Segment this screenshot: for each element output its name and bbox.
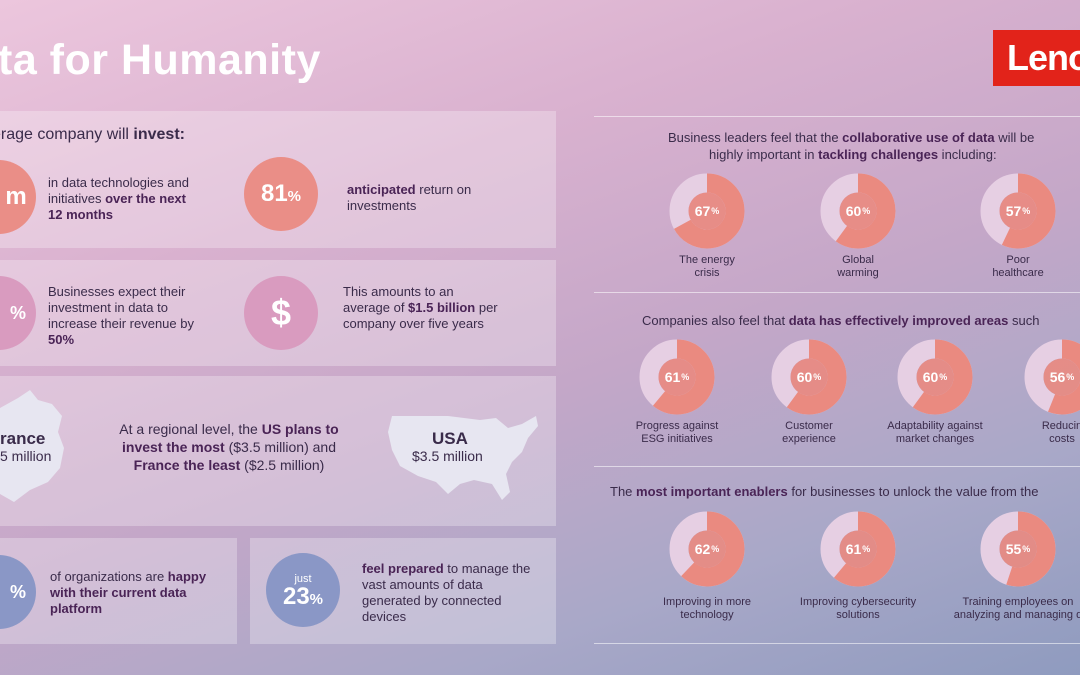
section1-donut-3: 57% xyxy=(980,173,1056,249)
section3-donut-1: 62% xyxy=(669,511,745,587)
donut-value: 60% xyxy=(922,369,948,385)
donut-value: 61% xyxy=(664,369,690,385)
invest-heading: erage company will invest: xyxy=(0,126,185,143)
donut-value: 61% xyxy=(845,541,871,557)
section2-donut-1: 61% xyxy=(639,339,715,415)
section2-label-4: Reducin costs xyxy=(1041,420,1080,445)
donut-fill xyxy=(980,173,1056,249)
donut-center xyxy=(916,358,954,396)
donut-center xyxy=(688,530,726,568)
usa-value: $3.5 million xyxy=(412,448,483,464)
invest-text: in data technologies and initiatives ove… xyxy=(48,175,189,222)
section1-donut-2: 60% xyxy=(820,173,896,249)
donut-value: 55% xyxy=(1005,541,1031,557)
section3-label-1: Improving in more technology xyxy=(662,596,752,621)
section2-donut-2: 60% xyxy=(771,339,847,415)
section1-label-2: Global warming xyxy=(837,254,879,279)
donut-fill xyxy=(820,511,896,587)
section2-label-2: Customer experience xyxy=(782,420,836,445)
divider xyxy=(594,292,1080,293)
lenovo-logo: Leno xyxy=(993,30,1080,86)
platform-panel xyxy=(0,538,237,644)
section2-donut-3: 60% xyxy=(897,339,973,415)
donut-center xyxy=(999,530,1037,568)
donut-center xyxy=(688,192,726,230)
roi-text: anticipated return on investments xyxy=(347,182,472,213)
section3-heading: The most important enablers for business… xyxy=(610,484,1039,499)
donut-value: 60% xyxy=(796,369,822,385)
section1-label-1: The energy crisis xyxy=(679,254,735,279)
page-title: ta for Humanity xyxy=(0,36,321,84)
prepared-text: feel prepared to manage the vast amounts… xyxy=(362,561,531,624)
section3-donut-2: 61% xyxy=(820,511,896,587)
donut-fill xyxy=(669,511,745,587)
divider xyxy=(594,643,1080,644)
donut-center xyxy=(999,192,1037,230)
usa-map-icon xyxy=(388,416,538,500)
donut-fill xyxy=(771,339,847,415)
platform-text: of organizations are happy with their cu… xyxy=(50,569,207,616)
france-title: rance xyxy=(0,429,46,448)
prepared-circle: just 23% xyxy=(266,553,340,627)
section1-donut-1: 67% xyxy=(669,173,745,249)
section1-heading-line1: Business leaders feel that the collabora… xyxy=(668,130,1035,145)
revenue-text: Businesses expect their investment in da… xyxy=(48,284,194,347)
section2-label-3: Adaptability against market changes xyxy=(887,420,983,445)
section2-donut-4: 56% xyxy=(1024,339,1080,415)
section3-label-2: Improving cybersecurity solutions xyxy=(799,596,917,621)
dollar-icon: $ xyxy=(244,276,318,350)
donut-center xyxy=(839,192,877,230)
donut-fill xyxy=(669,173,745,249)
usa-title: USA xyxy=(432,429,468,448)
divider xyxy=(594,466,1080,467)
section1-label-3: Poor healthcare xyxy=(992,254,1044,279)
roi-circle: 81% xyxy=(244,157,318,231)
section2-heading: Companies also feel that data has effect… xyxy=(642,313,1040,328)
donut-fill xyxy=(897,339,973,415)
section1-heading-line2: highly important in tackling challenges … xyxy=(709,147,997,162)
donut-center xyxy=(1043,358,1080,396)
france-map-icon xyxy=(0,390,64,502)
donut-center xyxy=(790,358,828,396)
donut-fill xyxy=(820,173,896,249)
donut-value: 60% xyxy=(845,203,871,219)
donut-value: 56% xyxy=(1049,369,1075,385)
section2-label-1: Progress against ESG initiatives xyxy=(635,420,719,445)
donut-fill xyxy=(980,511,1056,587)
donut-center xyxy=(839,530,877,568)
average-text: This amounts to an average of $1.5 billi… xyxy=(343,284,498,331)
section3-donut-3: 55% xyxy=(980,511,1056,587)
donut-value: 57% xyxy=(1005,203,1031,219)
donut-value: 67% xyxy=(694,203,720,219)
section3-label-3: Training employees on analyzing and manag… xyxy=(953,596,1080,621)
regional-text: At a regional level, the US plans to inv… xyxy=(119,421,339,473)
donut-value: 62% xyxy=(694,541,720,557)
donut-center xyxy=(658,358,696,396)
donut-fill xyxy=(1024,339,1080,415)
donut-fill xyxy=(639,339,715,415)
divider xyxy=(594,116,1080,117)
france-value: 5 million xyxy=(0,448,52,464)
